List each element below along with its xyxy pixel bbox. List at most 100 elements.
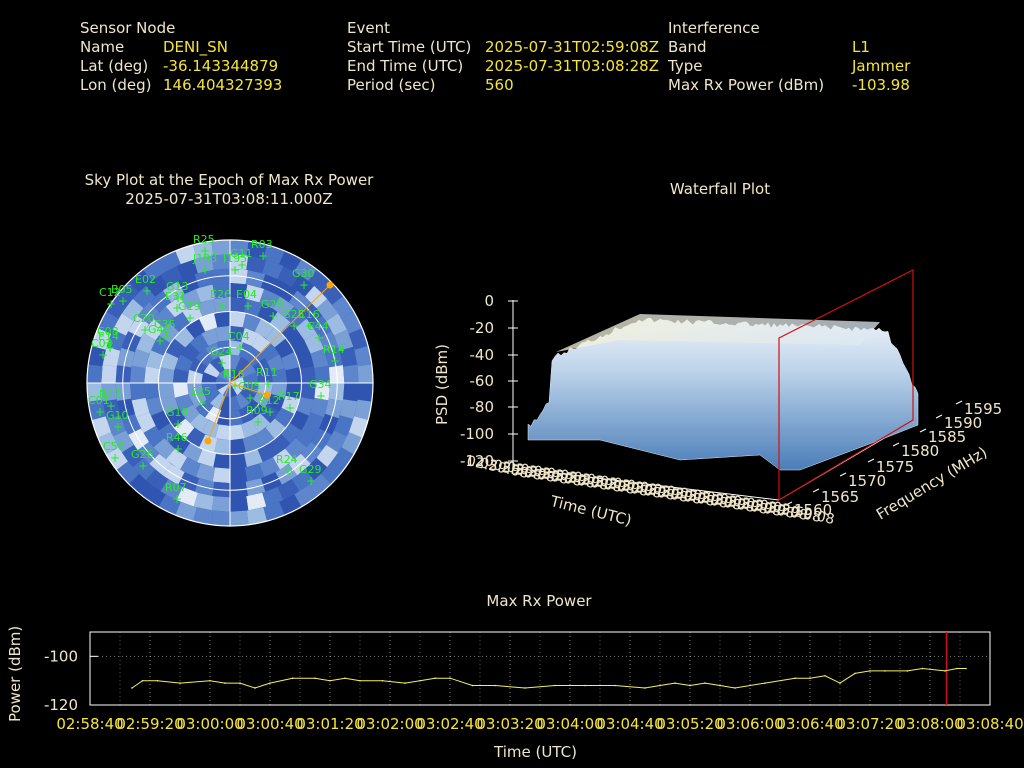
sky-tile: [129, 365, 146, 383]
sky-satellite-marker: +: [140, 323, 150, 337]
wf-freq-tick: [892, 442, 900, 447]
sky-tile: [332, 447, 354, 471]
sky-tile: [277, 265, 300, 287]
sky-tile: [357, 364, 373, 383]
interference-band-label: Band: [668, 38, 707, 56]
sky-tile: [246, 399, 265, 418]
sky-tile: [260, 342, 280, 362]
sky-satellite-marker: +: [106, 399, 116, 413]
sensor-lat-label: Lat (deg): [80, 57, 149, 75]
sky-satellite-label: C12: [99, 286, 121, 299]
sky-satellite-label: G13: [166, 280, 189, 293]
sensor-name-value: DENI_SN: [163, 38, 228, 56]
sky-tile: [262, 259, 284, 279]
sky-tile: [296, 396, 315, 416]
power-data-point: [854, 672, 856, 675]
sky-tile: [304, 332, 325, 354]
sky-satellite-label: R12: [258, 394, 280, 407]
sky-satellite-label: C44: [307, 320, 329, 333]
sky-tile: [241, 327, 259, 346]
sky-satellite-label: E31: [165, 290, 186, 303]
sky-tile: [259, 288, 281, 309]
sky-tile: [243, 449, 263, 468]
sky-tile: [279, 494, 302, 516]
sky-tile: [279, 250, 302, 272]
wf-freq-tick-label: 1560: [794, 501, 832, 519]
sky-tile: [182, 303, 203, 324]
sky-tile: [230, 354, 241, 370]
sky-tile: [211, 254, 230, 270]
sky-satellite-label: G18: [166, 406, 189, 419]
sky-satellite-label: G19: [178, 300, 201, 313]
sky-tile: [131, 397, 150, 418]
sky-tile: [326, 430, 348, 453]
sky-tile: [241, 420, 259, 439]
sky-satellite-label: E26: [210, 288, 231, 301]
power-data-point: [824, 675, 826, 677]
sky-tile: [321, 281, 344, 305]
sky-tile: [274, 407, 295, 428]
sky-tile: [243, 298, 263, 317]
sky-satellite-label: R17: [278, 390, 300, 403]
sky-satellite-label: R46: [166, 431, 188, 444]
sky-tile: [291, 274, 315, 297]
sky-tile: [244, 463, 265, 482]
sky-jammer-marker: [326, 281, 334, 289]
power-data-point: [614, 684, 616, 687]
sky-tile: [212, 467, 230, 484]
wf-z-tick-label: -100: [460, 425, 494, 443]
power-data-point: [404, 682, 406, 684]
sky-tile: [230, 510, 249, 526]
sky-tile: [106, 447, 128, 471]
sky-tile: [106, 295, 128, 319]
sky-tile: [339, 399, 358, 420]
sky-tile: [195, 284, 216, 303]
power-x-tick-label: 03:01:20: [296, 715, 363, 733]
sky-tile: [296, 350, 315, 370]
sky-tile: [144, 366, 160, 383]
sky-satellite-marker: +: [268, 309, 278, 323]
power-data-point: [794, 677, 796, 680]
sky-tile: [295, 318, 317, 341]
power-data-point: [965, 667, 967, 670]
sky-satellite-marker: +: [95, 405, 105, 419]
sky-tile: [160, 395, 179, 415]
sky-jammer-bearing: [229, 382, 268, 396]
power-x-tick-label: 03:06:40: [776, 715, 843, 733]
sky-tile: [246, 241, 268, 259]
wf-freq-tick: [785, 501, 793, 506]
sky-tile: [230, 325, 245, 342]
sky-satellite-label: R43: [99, 388, 121, 401]
sky-plot-title: Sky Plot at the Epoch of Max Rx Power: [84, 171, 374, 189]
sky-tile: [145, 350, 164, 370]
sky-satellite-label: E02: [135, 273, 156, 286]
sky-tile: [262, 487, 284, 507]
sky-tile: [182, 442, 203, 463]
sky-tile: [348, 328, 369, 350]
sky-tile: [213, 297, 230, 313]
sky-tile: [326, 313, 348, 336]
power-x-tick-label: 03:00:40: [236, 715, 303, 733]
sensor-title: Sensor Node: [80, 19, 176, 37]
sky-satellite-marker: +: [305, 319, 315, 333]
sky-tile: [179, 457, 201, 478]
power-data-point: [156, 679, 159, 682]
sky-tile: [294, 259, 318, 281]
sky-tile: [314, 365, 331, 383]
sky-tile: [230, 496, 249, 512]
sky-tile: [304, 285, 328, 309]
sky-tile: [254, 318, 275, 339]
sky-tile: [201, 372, 217, 383]
sky-tile: [165, 296, 188, 318]
power-data-point: [329, 679, 331, 682]
power-data-point: [689, 684, 691, 687]
power-x-tick-label: 03:08:00: [896, 715, 963, 733]
sky-tile: [304, 457, 328, 481]
sky-tile: [257, 303, 278, 324]
sky-tile: [129, 383, 146, 401]
sky-tile: [192, 507, 214, 525]
sky-tile: [165, 448, 188, 470]
sky-tile: [260, 404, 280, 424]
sky-tile: [185, 427, 206, 448]
sky-tile: [172, 383, 189, 398]
